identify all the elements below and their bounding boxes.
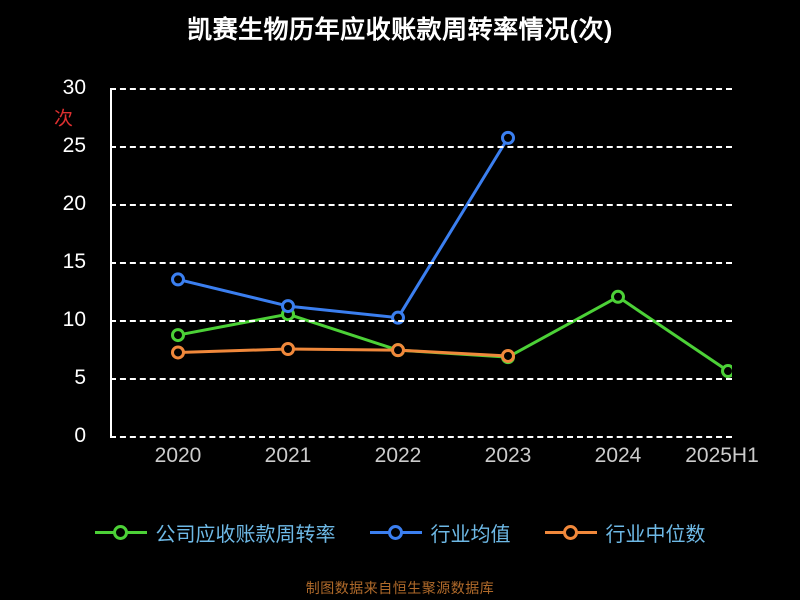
data-point[interactable] <box>281 299 295 314</box>
legend-label-company: 公司应收账款周转率 <box>155 524 336 546</box>
y-axis-label: 次 <box>51 108 72 128</box>
x-tick-label: 2025H1 <box>685 444 759 467</box>
series-plot <box>171 130 733 379</box>
data-point[interactable] <box>171 345 185 360</box>
data-point[interactable] <box>501 348 515 363</box>
gridline <box>110 204 732 206</box>
legend-item-company[interactable]: 公司应收账款周转率 <box>94 518 336 547</box>
x-tick-label: 2024 <box>594 444 642 467</box>
gridline <box>110 320 732 322</box>
page-title: 凯赛生物历年应收账款周转率情况(次) <box>187 16 613 44</box>
series-line <box>176 136 510 320</box>
gridline <box>110 436 732 438</box>
x-tick-label: 2020 <box>154 444 202 467</box>
data-point[interactable] <box>391 343 405 358</box>
gridline <box>110 88 732 90</box>
legend-line-company <box>94 525 147 540</box>
y-tick-label: 15 <box>62 250 86 273</box>
y-tick-label: 0 <box>74 424 86 447</box>
data-point[interactable] <box>281 342 295 356</box>
series-line <box>176 347 510 358</box>
data-point[interactable] <box>611 289 625 304</box>
legend-label-industry-mean: 行业均值 <box>430 524 511 546</box>
plot-area <box>110 88 733 438</box>
legend-line-industry-mean <box>369 525 422 540</box>
gridline <box>110 378 732 380</box>
legend-line-industry-median <box>544 525 597 540</box>
gridline <box>110 262 732 264</box>
x-tick-label: 2022 <box>374 444 422 467</box>
data-point[interactable] <box>501 130 515 145</box>
data-point[interactable] <box>721 364 733 379</box>
y-tick-label: 30 <box>62 76 86 99</box>
legend-item-industry-mean[interactable]: 行业均值 <box>369 518 511 547</box>
legend: 公司应收账款周转率 行业均值 行业中位数 <box>0 518 800 547</box>
series-line <box>176 295 730 373</box>
y-tick-label: 5 <box>74 366 86 389</box>
x-tick-label: 2023 <box>484 444 532 467</box>
data-point[interactable] <box>171 328 185 343</box>
data-point[interactable] <box>171 272 185 287</box>
legend-label-industry-median: 行业中位数 <box>605 524 706 546</box>
legend-item-industry-median[interactable]: 行业中位数 <box>544 518 706 547</box>
y-tick-label: 20 <box>62 192 86 215</box>
y-tick-label: 10 <box>62 308 86 331</box>
y-tick-label: 25 <box>62 134 86 157</box>
gridline <box>110 146 732 148</box>
footer-note: 制图数据来自恒生聚源数据库 <box>305 580 495 596</box>
x-tick-label: 2021 <box>264 444 312 467</box>
